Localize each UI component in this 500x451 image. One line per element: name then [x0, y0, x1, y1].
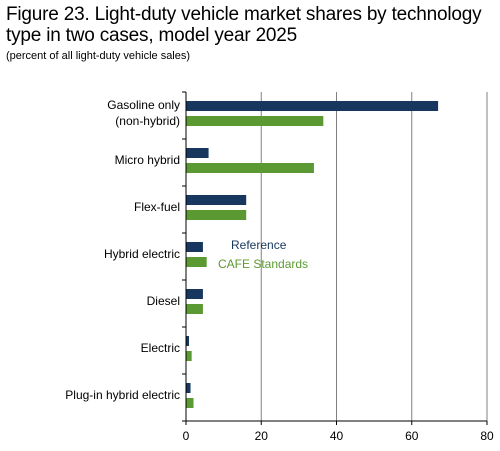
category-label: Hybrid electric	[104, 247, 180, 261]
chart-title: Figure 23. Light-duty vehicle market sha…	[6, 4, 482, 46]
bar-cafe-standards	[186, 398, 194, 408]
x-tick-label: 20	[255, 429, 269, 443]
bar-reference	[186, 148, 209, 158]
legend-cafe-standards: CAFE Standards	[218, 257, 308, 271]
x-tick-label: 0	[183, 429, 190, 443]
axes	[182, 91, 488, 425]
tick-labels: 0 20 40 60 80	[183, 429, 494, 443]
bar-reference	[186, 101, 439, 111]
chart-subtitle: (percent of all light-duty vehicle sales…	[6, 50, 191, 62]
bar-cafe-standards	[186, 210, 247, 220]
bar-cafe-standards	[186, 257, 207, 267]
category-label: Electric	[141, 341, 180, 355]
category-label: Micro hybrid	[115, 153, 180, 167]
legend: Reference CAFE Standards	[218, 238, 308, 271]
bar-reference	[186, 336, 190, 346]
gridlines	[260, 92, 488, 421]
bar-cafe-standards	[186, 351, 192, 361]
legend-reference: Reference	[231, 238, 287, 252]
bar-cafe-standards	[186, 304, 203, 314]
bar-reference	[186, 289, 203, 299]
x-tick-label: 80	[480, 429, 494, 443]
bar-cafe-standards	[186, 116, 324, 126]
x-tick-label: 40	[330, 429, 344, 443]
bar-reference	[186, 383, 191, 393]
x-tick-label: 60	[405, 429, 419, 443]
category-label: Diesel	[147, 294, 180, 308]
bar-cafe-standards	[186, 163, 314, 173]
category-labels: Gasoline only (non-hybrid) Micro hybrid Fle…	[65, 98, 180, 402]
category-label: Gasoline only	[107, 98, 180, 112]
bars	[186, 101, 439, 408]
category-label: (non-hybrid)	[115, 114, 180, 128]
bar-reference	[186, 242, 203, 252]
category-label: Flex-fuel	[134, 200, 180, 214]
bar-reference	[186, 195, 247, 205]
category-label: Plug-in hybrid electric	[65, 388, 180, 402]
